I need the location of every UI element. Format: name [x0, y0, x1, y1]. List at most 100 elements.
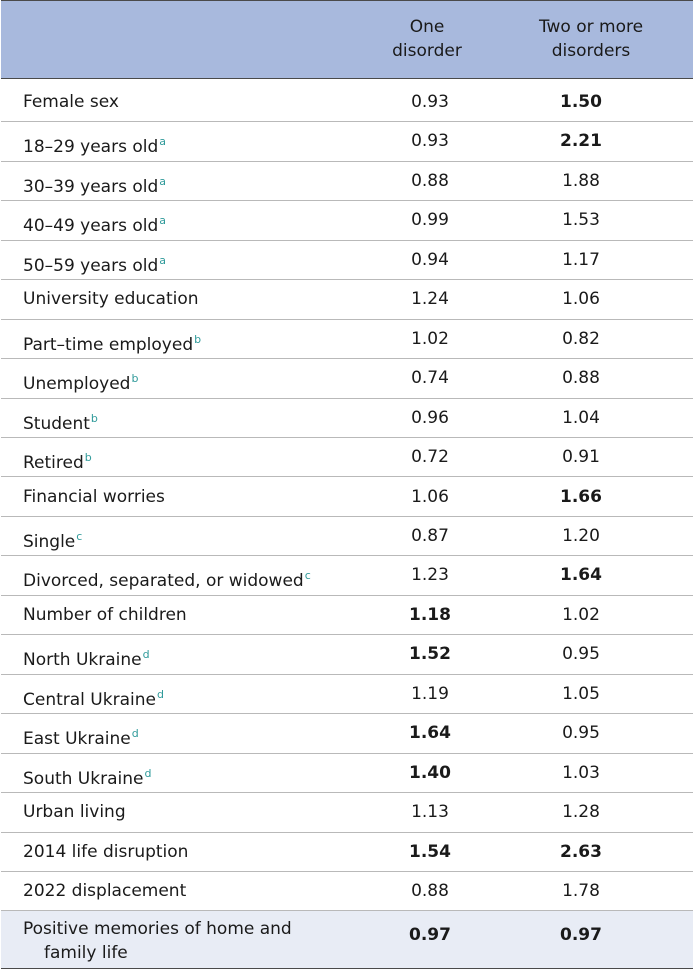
value-two-or-more: 1.03 [562, 762, 600, 783]
row-label-text: Retired [23, 453, 84, 474]
value-one-disorder: 0.99 [411, 210, 449, 231]
table-row: North Ukrained 1.52 0.95 [1, 635, 693, 675]
row-label: North Ukrained [23, 635, 150, 674]
table-row: 50–59 years olda 0.94 1.17 [1, 240, 693, 281]
value-one-disorder: 1.18 [409, 604, 451, 625]
table-row: 2014 life disruption 1.54 2.63 [1, 832, 693, 872]
row-label: East Ukrained [23, 714, 139, 753]
row-label-text: East Ukraine [23, 729, 131, 750]
table-header: One disorder Two or more disorders [1, 0, 693, 79]
table-row: Urban living 1.13 1.28 [1, 793, 693, 833]
row-label: 40–49 years olda [23, 201, 166, 240]
value-one-disorder: 0.88 [411, 170, 449, 191]
value-two-or-more: 1.53 [562, 210, 600, 231]
table-row: 40–49 years olda 0.99 1.53 [1, 201, 693, 241]
row-label: Financial worries [23, 478, 165, 517]
row-label-text: Single [23, 531, 76, 552]
value-one-disorder: 1.40 [409, 762, 451, 783]
row-label-line: family life [44, 943, 128, 964]
row-label: Retiredb [23, 438, 92, 477]
table-row: South Ukrained 1.40 1.03 [1, 753, 693, 794]
value-two-or-more: 0.97 [560, 925, 602, 946]
table-row: Studentb 0.96 1.04 [1, 398, 693, 439]
value-one-disorder: 1.23 [411, 565, 449, 586]
row-label-text: 50–59 years old [23, 255, 159, 276]
value-one-disorder: 1.02 [411, 328, 449, 349]
col-header-two-or-more: Two or more disorders [511, 15, 671, 63]
table-row: Unemployedb 0.74 0.88 [1, 359, 693, 399]
value-two-or-more: 1.64 [560, 565, 602, 586]
value-two-or-more: 0.95 [562, 723, 600, 744]
footnote-marker: a [159, 214, 167, 228]
footnote-marker: b [90, 411, 98, 425]
row-label-text: North Ukraine [23, 650, 142, 671]
footnote-marker: a [159, 253, 167, 267]
table-row: University education 1.24 1.06 [1, 280, 693, 320]
value-one-disorder: 1.13 [411, 802, 449, 823]
footnote-marker: d [144, 766, 152, 780]
row-label: Central Ukrained [23, 675, 164, 714]
value-two-or-more: 1.28 [562, 802, 600, 823]
value-two-or-more: 1.50 [560, 92, 602, 112]
value-two-or-more: 1.88 [562, 170, 600, 191]
value-one-disorder: 0.74 [411, 368, 449, 389]
row-label: 50–59 years olda [23, 241, 166, 280]
value-two-or-more: 1.20 [562, 525, 600, 546]
table-row: 30–39 years olda 0.88 1.88 [1, 161, 693, 202]
row-label-text: South Ukraine [23, 768, 144, 789]
table-row: Singlec 0.87 1.20 [1, 516, 693, 557]
row-label-text: Urban living [23, 802, 126, 823]
col-header-line: disorder [392, 41, 462, 61]
row-label: Part–time employedb [23, 320, 201, 359]
row-label: 30–39 years olda [23, 162, 166, 201]
row-label: Divorced, separated, or widowedc [23, 556, 311, 595]
value-one-disorder: 0.93 [411, 131, 449, 152]
footnote-marker: d [156, 687, 164, 701]
table-row: East Ukrained 1.64 0.95 [1, 714, 693, 754]
table-row: 18–29 years olda 0.93 2.21 [1, 122, 693, 162]
value-two-or-more: 1.17 [562, 249, 600, 270]
row-label-text: 30–39 years old [23, 176, 159, 197]
row-label: Number of children [23, 596, 187, 635]
row-label-text: Female sex [23, 92, 119, 112]
table-row: Financial worries 1.06 1.66 [1, 477, 693, 517]
row-label: 2022 displacement [23, 872, 186, 911]
value-two-or-more: 0.82 [562, 328, 600, 349]
value-one-disorder: 1.19 [411, 683, 449, 704]
footnote-marker: b [194, 332, 202, 346]
row-label: Female sex [23, 83, 119, 122]
row-label-text: University education [23, 289, 199, 310]
row-label: Unemployedb [23, 359, 138, 398]
value-one-disorder: 0.88 [411, 881, 449, 901]
row-label: 2014 life disruption [23, 833, 188, 872]
value-one-disorder: 1.24 [411, 289, 449, 310]
value-two-or-more: 1.66 [560, 486, 602, 507]
footnote-marker: a [159, 174, 167, 188]
table-row: Positive memories of home and family life… [1, 911, 693, 970]
value-one-disorder: 0.72 [411, 447, 449, 468]
table-row: Part–time employedb 1.02 0.82 [1, 319, 693, 360]
value-one-disorder: 0.94 [411, 249, 449, 270]
row-label-line: Positive memories of home and [23, 919, 292, 940]
value-one-disorder: 0.87 [411, 525, 449, 546]
row-label-text: 2014 life disruption [23, 841, 189, 862]
row-label-text: Central Ukraine [23, 689, 156, 710]
footnote-marker: b [84, 451, 92, 465]
footnote-marker: d [142, 648, 150, 662]
row-label-text: Financial worries [23, 486, 165, 507]
table-row: Number of children 1.18 1.02 [1, 595, 693, 636]
value-two-or-more: 1.02 [562, 604, 600, 625]
table-row: Divorced, separated, or widowedc 1.23 1.64 [1, 556, 693, 596]
value-one-disorder: 1.52 [409, 644, 451, 665]
value-one-disorder: 1.54 [409, 841, 451, 862]
table-row: 2022 displacement 0.88 1.78 [1, 872, 693, 912]
row-label: Urban living [23, 793, 126, 832]
footnote-marker: a [159, 135, 167, 149]
row-label-text: Number of children [23, 604, 187, 625]
value-one-disorder: 0.96 [411, 407, 449, 428]
value-one-disorder: 0.97 [409, 925, 451, 946]
value-two-or-more: 0.95 [562, 644, 600, 665]
table-row: Female sex 0.93 1.50 [1, 83, 693, 123]
row-label-text: 2022 displacement [23, 881, 187, 901]
value-one-disorder: 1.64 [409, 723, 451, 744]
